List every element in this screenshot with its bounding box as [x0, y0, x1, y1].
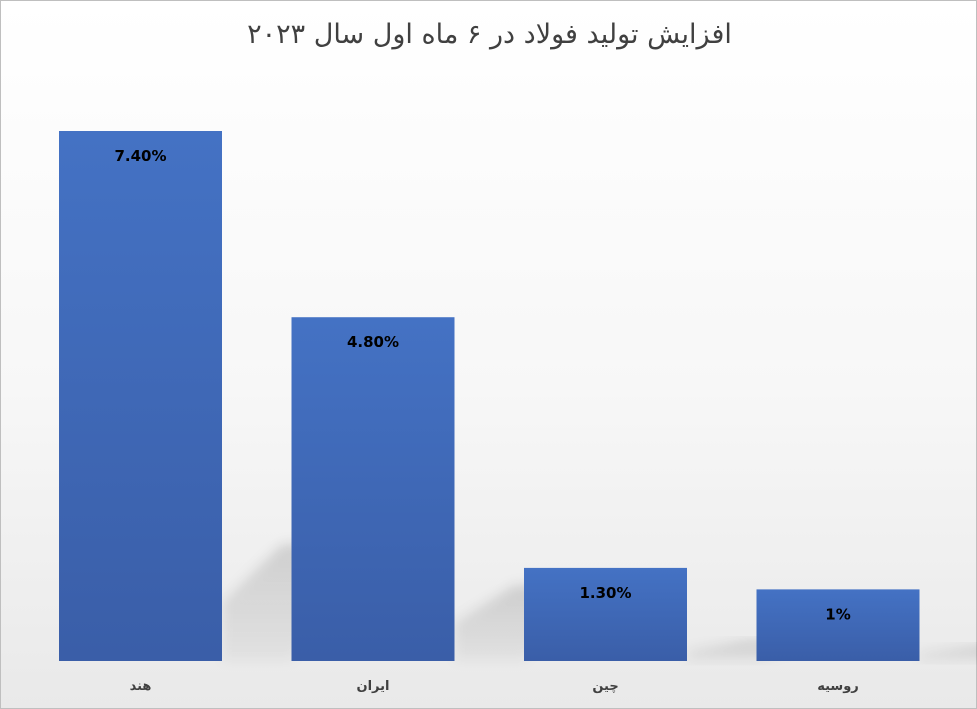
data-label: 7.40% [114, 147, 166, 165]
category-tick-label: ایران [357, 679, 390, 694]
category-tick-label: چین [592, 679, 618, 694]
data-label: 1.30% [579, 584, 631, 602]
bar-shadow [919, 645, 977, 661]
bar [291, 317, 455, 661]
bar [59, 131, 222, 661]
data-label: 1% [825, 605, 850, 623]
category-tick-label: هند [130, 679, 152, 694]
chart-title: افزایش تولید فولاد در ۶ ماه اول سال ۲۰۲۳ [247, 19, 732, 50]
bar [756, 589, 920, 661]
category-tick-label: روسیه [817, 679, 859, 694]
bar [524, 567, 687, 661]
data-label: 4.80% [347, 333, 399, 351]
